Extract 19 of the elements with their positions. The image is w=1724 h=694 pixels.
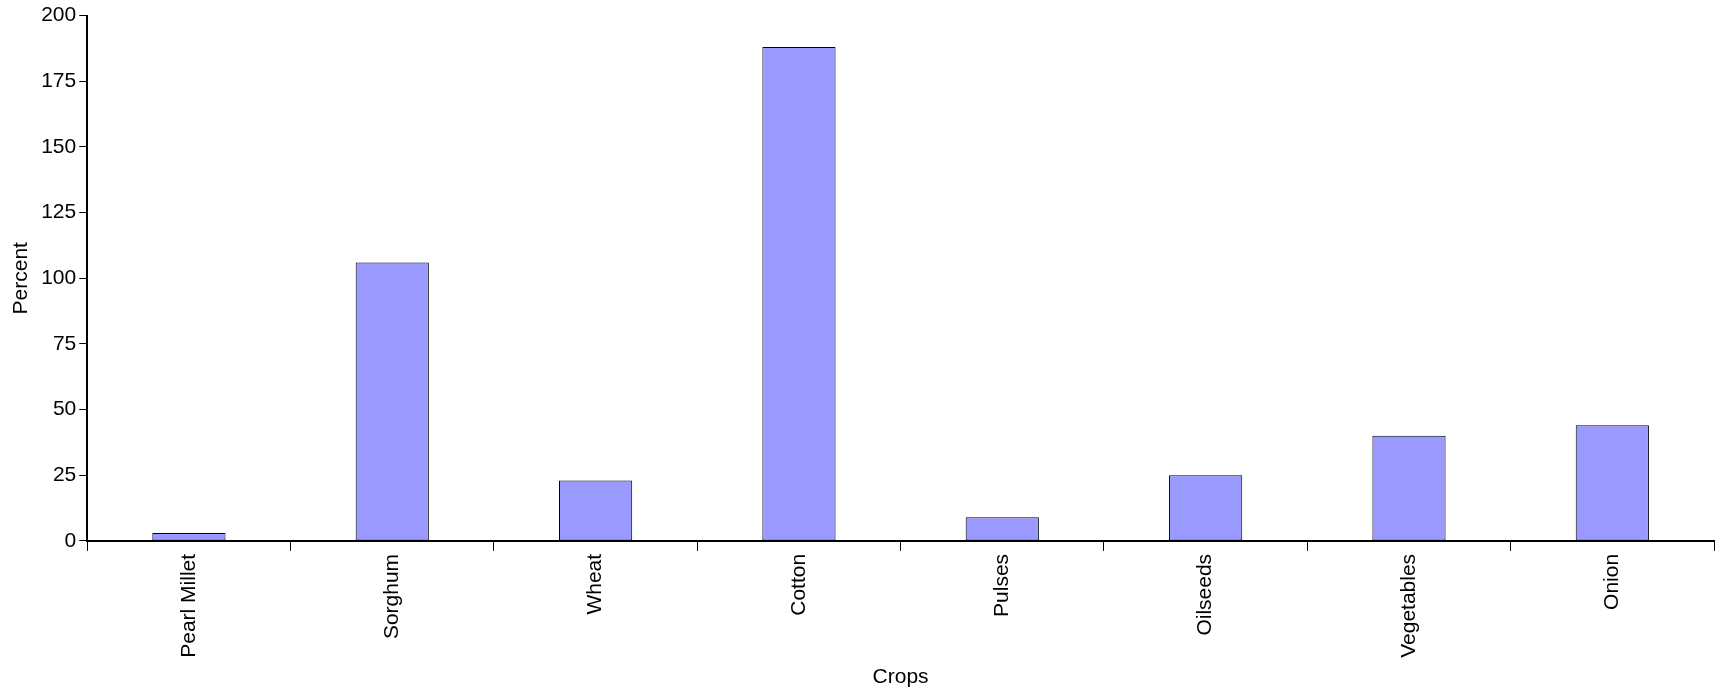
y-tick-label: 25: [52, 462, 77, 486]
y-tick-label: 0: [64, 527, 77, 551]
y-tick-label: 200: [41, 2, 77, 26]
x-tick-label: Pearl Millet: [175, 553, 199, 658]
y-tick-label: 175: [41, 68, 77, 92]
x-tick-label: Pulses: [989, 553, 1013, 617]
x-tick-label: Vegetables: [1395, 553, 1419, 658]
x-tick-label: Wheat: [582, 553, 606, 615]
y-tick-label: 125: [41, 199, 77, 223]
x-axis-title: Crops: [872, 664, 929, 688]
y-tick-label: 75: [52, 330, 77, 354]
y-axis-title: Percent: [8, 241, 32, 315]
x-tick-label: Onion: [1599, 553, 1623, 610]
x-tick-label: Cotton: [785, 553, 809, 616]
y-tick-label: 50: [52, 396, 77, 420]
x-tick-label: Sorghum: [379, 553, 403, 640]
y-tick-label: 150: [41, 133, 77, 157]
x-tick-label: Oilseeds: [1192, 553, 1216, 636]
y-tick-label: 100: [41, 265, 77, 289]
